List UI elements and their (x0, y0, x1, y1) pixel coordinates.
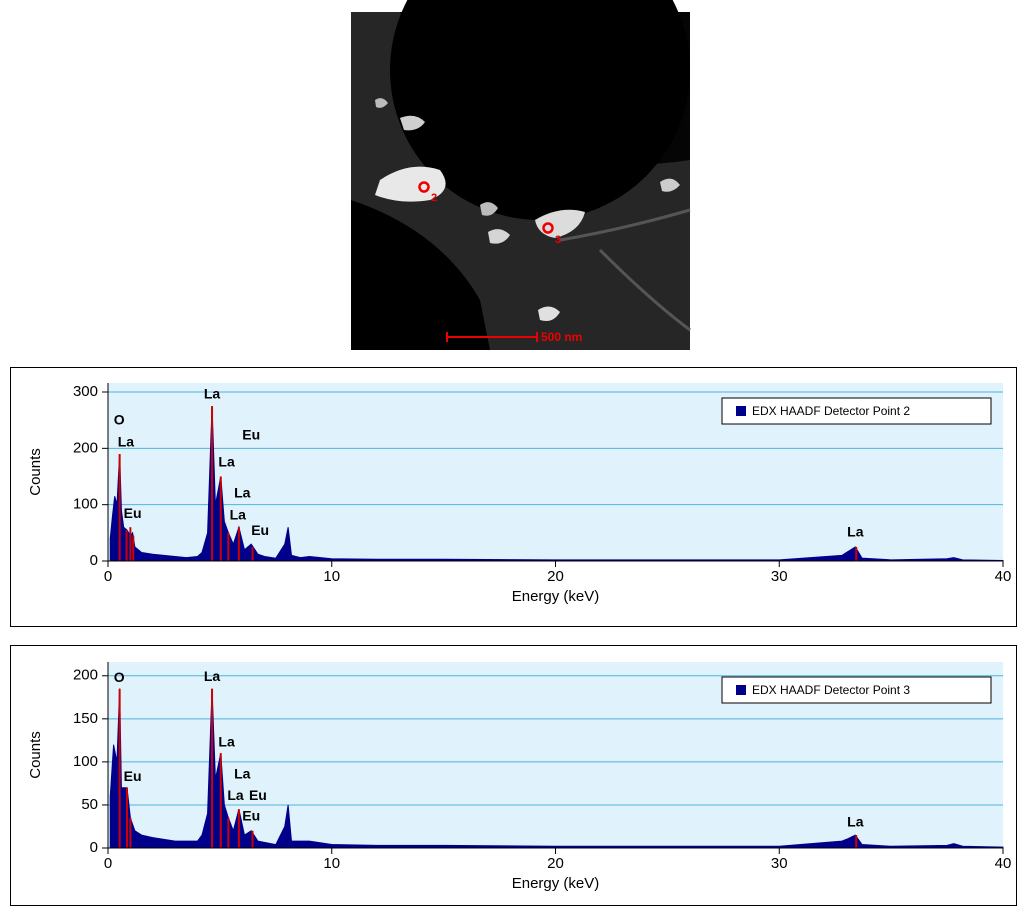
legend-swatch (736, 685, 746, 695)
x-tick-label: 20 (547, 568, 564, 585)
x-tick-label: 20 (547, 855, 564, 872)
particle (535, 209, 585, 238)
particle (480, 202, 498, 216)
y-tick-label: 50 (81, 796, 98, 813)
peak-label: La (234, 485, 251, 501)
peak-label: O (114, 669, 125, 685)
x-tick-label: 0 (104, 855, 112, 872)
particle (375, 166, 446, 202)
peak-label: La (847, 524, 864, 540)
peak-label: La (227, 787, 244, 803)
y-axis-label: Counts (27, 731, 44, 779)
legend-label: EDX HAADF Detector Point 3 (752, 683, 910, 697)
legend-label: EDX HAADF Detector Point 2 (752, 404, 910, 418)
peak-label: Eu (124, 505, 142, 521)
x-tick-label: 10 (323, 855, 340, 872)
particle (400, 115, 425, 131)
peak-label: La (847, 814, 864, 830)
peak-label: La (234, 766, 251, 782)
point-label: 2 (431, 192, 437, 204)
x-tick-label: 0 (104, 568, 112, 585)
peak-label: O (114, 411, 125, 427)
y-tick-label: 200 (73, 667, 98, 684)
legend-box (721, 397, 992, 425)
scale-bar-label: 500 nm (541, 330, 582, 344)
peak-label: Eu (249, 787, 267, 803)
peak-label: Eu (242, 808, 260, 824)
peak-label: La (118, 433, 135, 449)
y-tick-label: 100 (73, 496, 98, 513)
peak-label: Eu (242, 427, 260, 443)
point-marker (542, 222, 554, 234)
peak-label: La (204, 668, 221, 684)
peak-label: La (204, 386, 221, 402)
point-label: 3 (555, 234, 561, 246)
y-tick-label: 100 (73, 753, 98, 770)
y-tick-label: 150 (73, 710, 98, 727)
y-axis-label: Counts (27, 448, 44, 496)
peak-label: La (218, 734, 235, 750)
y-tick-label: 0 (90, 839, 98, 856)
hole (390, 0, 690, 220)
film-edge (559, 208, 691, 332)
chart: 0 50 100 150 200 0 10 20 30 40 O Eu La La La La Eu Eu La En… (10, 645, 1017, 906)
x-tick-label: 40 (995, 568, 1012, 585)
micrograph: 2 3 500 nm (351, 0, 691, 350)
hole (351, 200, 490, 350)
y-tick-label: 200 (73, 439, 98, 456)
particle (488, 229, 510, 244)
peak-label: Eu (251, 522, 269, 538)
particle (375, 98, 388, 108)
x-axis-label: Energy (keV) (512, 875, 600, 892)
peak-label: La (230, 507, 247, 523)
x-tick-label: 30 (771, 568, 788, 585)
x-tick-label: 10 (323, 568, 340, 585)
peak-label: Eu (124, 768, 142, 784)
y-tick-label: 300 (73, 383, 98, 400)
peak-label: La (218, 454, 235, 470)
particle (538, 306, 560, 321)
x-tick-label: 30 (771, 855, 788, 872)
legend-swatch (736, 406, 746, 416)
x-tick-label: 40 (995, 855, 1012, 872)
x-axis-label: Energy (keV) (512, 588, 600, 605)
legend-box (721, 676, 992, 704)
particle (660, 178, 680, 192)
y-tick-label: 0 (90, 552, 98, 569)
point-marker (418, 181, 430, 193)
